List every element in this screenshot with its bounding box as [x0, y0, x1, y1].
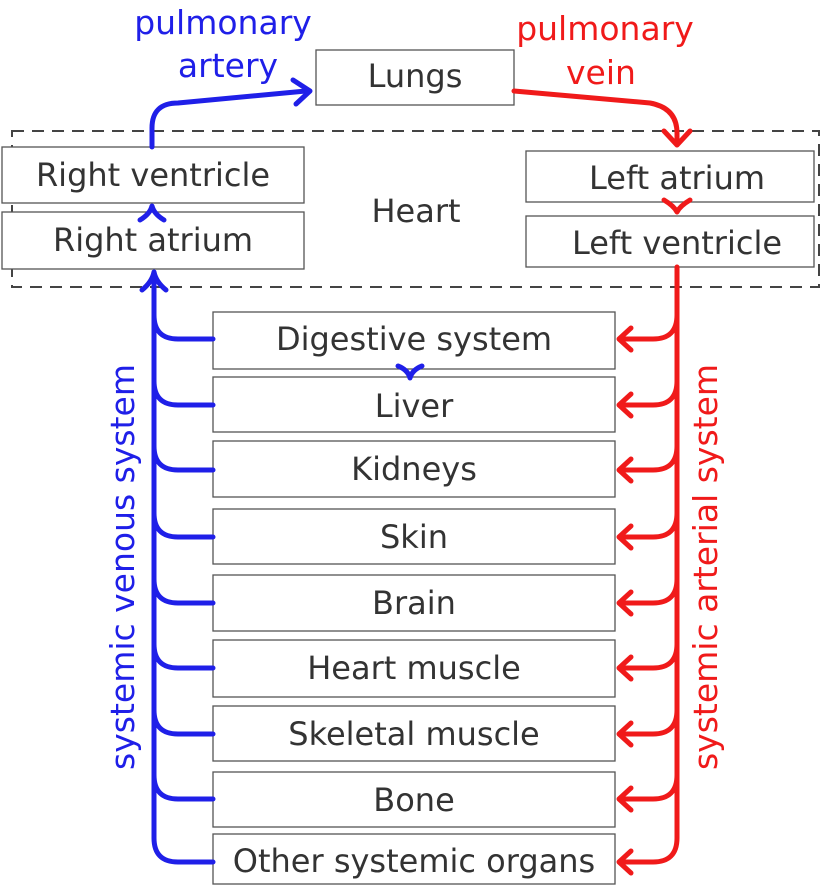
arterial-flow	[511, 88, 693, 876]
pulmonary-vein-arrow-icon	[661, 128, 693, 148]
portal-arrow-icon	[395, 363, 425, 381]
organ-label: Heart muscle	[307, 649, 521, 687]
right-ventricle-label: Right ventricle	[36, 156, 270, 194]
organ-box	[212, 508, 616, 565]
heart-label: Heart	[371, 192, 460, 230]
lungs-label: Lungs	[368, 57, 463, 95]
organ-label: Skeletal muscle	[288, 715, 539, 753]
right-ventricle-box	[1, 146, 305, 204]
heart-region	[11, 130, 820, 288]
organ-box	[212, 771, 616, 828]
pulmonary-artery-arrow-icon	[290, 77, 313, 107]
organ-label: Kidneys	[351, 450, 477, 488]
organ-label: Brain	[372, 584, 456, 622]
organ-label: Other systemic organs	[233, 842, 595, 880]
pulmonary-vein-label-line2: vein	[566, 53, 636, 92]
la-lv-arrow-icon	[661, 197, 693, 215]
arterial-arrowheads	[616, 325, 634, 876]
venous-arrow-icon	[139, 269, 169, 293]
pulmonary-artery-line	[149, 88, 309, 150]
left-ventricle-box	[525, 215, 815, 268]
pulmonary-artery-label-line1: pulmonary	[134, 3, 312, 42]
organ-label: Skin	[380, 518, 448, 556]
arterial-system-label: systemic arterial system	[686, 364, 725, 770]
pulmonary-vein-line	[511, 88, 680, 146]
pulmonary-vein-label-line1: pulmonary	[516, 9, 694, 48]
lungs-box	[315, 49, 515, 106]
left-atrium-box	[525, 150, 815, 203]
organ-list: Digestive system Liver Kidneys Skin Brai…	[212, 311, 616, 885]
organ-box	[212, 440, 616, 498]
left-ventricle-label: Left ventricle	[572, 224, 782, 262]
venous-system-label: systemic venous system	[103, 364, 142, 770]
venous-trunk	[151, 273, 216, 865]
organ-box	[212, 705, 616, 762]
left-atrium-label: Left atrium	[589, 159, 765, 197]
atrium-ventricle-arrow-icon	[137, 203, 167, 223]
organ-box	[212, 574, 616, 632]
venous-flow	[137, 77, 425, 865]
right-atrium-label: Right atrium	[53, 221, 253, 259]
organ-box	[212, 639, 616, 698]
organ-box	[212, 833, 616, 885]
pulmonary-artery-label-line2: artery	[178, 46, 278, 85]
organ-label: Liver	[375, 387, 454, 425]
organ-label: Digestive system	[276, 320, 552, 358]
arterial-trunk	[619, 264, 680, 865]
organ-label: Bone	[373, 781, 455, 819]
